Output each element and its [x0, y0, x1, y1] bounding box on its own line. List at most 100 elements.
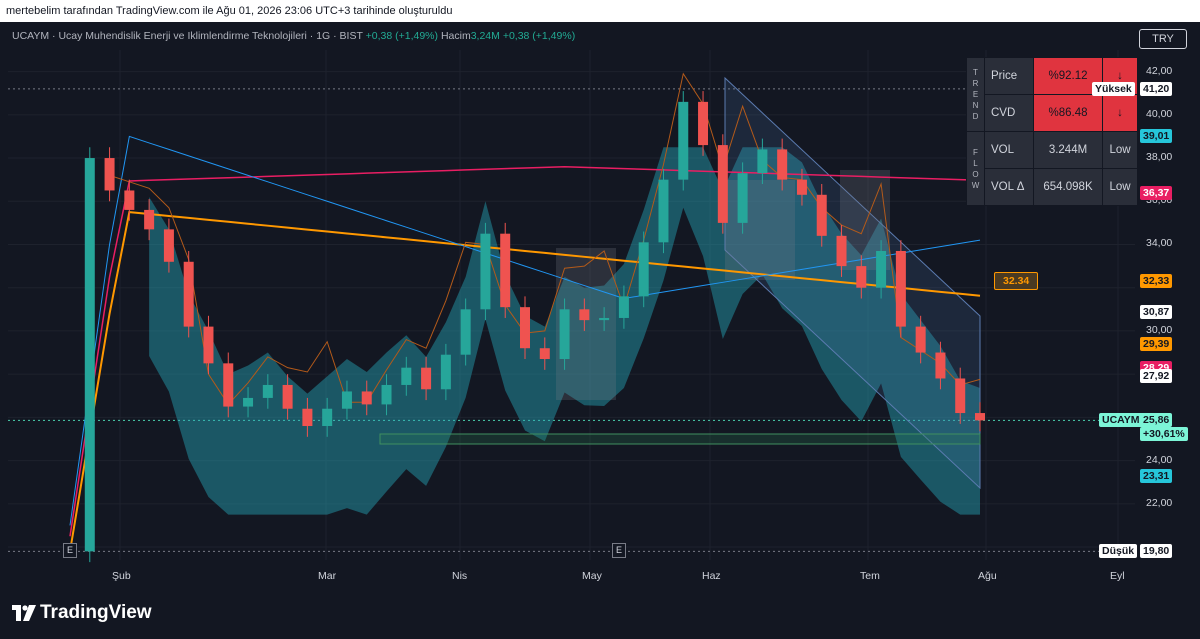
- price-tag: 27,92: [1140, 368, 1173, 383]
- candle-body: [975, 413, 985, 421]
- flow-row-value: 3.244M: [1033, 131, 1103, 169]
- price-change-tag: +30,61%: [1140, 427, 1188, 442]
- trend-row-value: %86.48: [1033, 94, 1103, 132]
- candle-body: [539, 348, 550, 360]
- time-tick-label: Eyl: [1110, 570, 1125, 582]
- candle-body: [836, 235, 847, 267]
- candle-body: [876, 250, 887, 288]
- candle-body: [717, 145, 728, 223]
- symbol-name: UCAYM · Ucay Muhendislik Enerji ve Iklim…: [12, 30, 363, 42]
- flow-row-label: VOL Δ: [984, 168, 1034, 206]
- price-chart[interactable]: [0, 22, 1200, 590]
- trend-flow-table: T R E N D Price %92.12 ↓ CVD %86.48 ↓ F …: [966, 57, 1138, 206]
- attribution-text: mertebelim tarafından TradingView.com il…: [6, 5, 453, 17]
- candle-body: [144, 209, 155, 230]
- candle-body: [935, 352, 946, 379]
- flow-side-label: F L O W: [966, 131, 985, 206]
- candle-body: [243, 397, 254, 407]
- currency-button[interactable]: TRY: [1139, 29, 1187, 49]
- candle-body: [915, 326, 926, 353]
- flow-row-signal: Low: [1102, 168, 1138, 206]
- candle-body: [84, 158, 95, 552]
- volume-value: 3,24M: [470, 30, 500, 42]
- price-tick-label: 22,00: [1146, 496, 1173, 509]
- candle-body: [124, 190, 135, 210]
- support-zone: [379, 433, 981, 445]
- candle-body: [460, 309, 471, 355]
- price-tag: 29,39: [1140, 337, 1173, 352]
- attribution-bar: mertebelim tarafından TradingView.com il…: [0, 0, 1200, 22]
- time-tick-label: Ağu: [978, 570, 997, 582]
- time-tick-label: Haz: [702, 570, 721, 582]
- candle-body: [816, 194, 827, 236]
- time-tick-label: Tem: [860, 570, 880, 582]
- tradingview-logo-icon: [12, 605, 36, 621]
- candle-body: [520, 307, 530, 349]
- price-tick-label: 40,00: [1146, 107, 1173, 120]
- time-tick-label: Mar: [318, 570, 337, 582]
- candle-body: [895, 250, 906, 327]
- candle-body: [638, 242, 649, 297]
- candle-body: [796, 179, 807, 195]
- candle-body: [678, 101, 689, 180]
- symbol-change: +0,38 (+1,49%): [365, 30, 439, 42]
- price-tick-label: 42,00: [1146, 64, 1173, 77]
- volume-label: Hacim: [440, 30, 471, 42]
- candle-body: [322, 408, 333, 427]
- price-tag: 39,01: [1140, 129, 1173, 144]
- price-tag-name: UCAYM: [1099, 413, 1143, 428]
- candle-body: [618, 296, 629, 318]
- time-tick-label: May: [582, 570, 602, 582]
- trend-row-label: CVD: [984, 94, 1034, 132]
- price-tick-label: 30,00: [1146, 323, 1173, 336]
- time-tick-label: Şub: [112, 570, 131, 582]
- footer: [0, 590, 1200, 639]
- ma-pink-line: [69, 165, 981, 537]
- ma-orange-line: [69, 210, 981, 552]
- candle-body: [757, 149, 768, 174]
- range-box: [725, 180, 795, 280]
- earnings-marker[interactable]: E: [612, 543, 626, 558]
- trend-row-signal: ↓: [1102, 94, 1138, 132]
- candle-body: [223, 363, 234, 407]
- price-tag: 30,87: [1140, 305, 1173, 320]
- ma-value-label: 32.34: [994, 272, 1039, 291]
- earnings-marker[interactable]: E: [63, 543, 77, 558]
- flow-side-text: F L O W: [971, 147, 980, 190]
- candle-body: [421, 367, 432, 390]
- trend-side-text: T R E N D: [972, 68, 979, 121]
- price-tag-name: Düşük: [1099, 544, 1138, 559]
- price-tag: 19,80: [1140, 544, 1173, 559]
- candle-body: [203, 326, 214, 364]
- price-tag: 23,31: [1140, 468, 1173, 483]
- candle-body: [440, 354, 451, 390]
- candle-body: [262, 384, 273, 398]
- symbol-legend: UCAYM · Ucay Muhendislik Enerji ve Iklim…: [12, 30, 575, 42]
- candle-body: [777, 149, 788, 180]
- price-tag-name: Yüksek: [1092, 81, 1135, 96]
- candle-body: [104, 158, 115, 191]
- candle-body: [658, 179, 669, 243]
- price-tick-label: 34,00: [1146, 237, 1173, 250]
- candle-body: [599, 317, 610, 321]
- ma-blue-line: [69, 135, 981, 526]
- candle-body: [341, 391, 352, 409]
- candle-body: [955, 378, 966, 414]
- candle-body: [559, 309, 570, 360]
- time-tick-label: Nis: [452, 570, 468, 582]
- flow-row-signal: Low: [1102, 131, 1138, 169]
- candle-body: [737, 173, 748, 223]
- trailing-stop-line: [109, 72, 981, 406]
- candle-body: [183, 261, 194, 327]
- price-tick-label: 24,00: [1146, 453, 1173, 466]
- trend-row-value: %92.12: [1033, 57, 1103, 95]
- tradingview-brand: TradingView: [40, 602, 152, 623]
- candle-body: [401, 367, 412, 385]
- candle-body: [282, 384, 293, 409]
- price-tag: 25,86: [1140, 413, 1173, 428]
- trend-side-label: T R E N D: [966, 57, 985, 132]
- candle-body: [381, 384, 392, 405]
- volume-change: +0,38 (+1,49%): [502, 30, 576, 42]
- flow-row-label: VOL: [984, 131, 1034, 169]
- trend-row-label: Price: [984, 57, 1034, 95]
